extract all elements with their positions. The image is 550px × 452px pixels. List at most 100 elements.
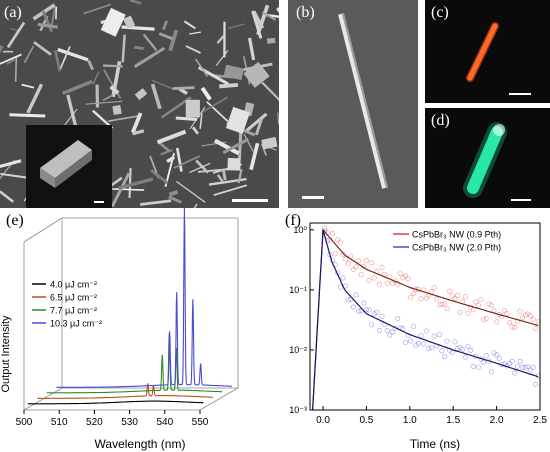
x-tick-label: 2.0 <box>490 415 504 426</box>
panel-b-nanowire-image: (b) <box>288 0 418 208</box>
data-point <box>486 301 492 307</box>
inset-crystal <box>40 140 92 178</box>
data-point <box>530 316 536 322</box>
data-point <box>332 251 338 257</box>
data-point <box>358 272 364 278</box>
x-tick-label: 540 <box>156 417 173 428</box>
data-point <box>514 363 520 369</box>
data-point <box>345 260 351 266</box>
data-point <box>343 256 349 262</box>
data-point <box>340 251 346 257</box>
legend-label: CsPbBr₃ NW (2.0 Pth) <box>412 243 501 253</box>
data-point <box>512 324 518 330</box>
data-point <box>475 364 481 370</box>
data-point <box>413 286 419 292</box>
data-point <box>366 307 372 313</box>
x-tick-label: 1.5 <box>446 415 460 426</box>
data-point <box>353 264 359 270</box>
data-point <box>400 275 406 281</box>
data-point <box>363 307 369 313</box>
data-point <box>350 266 356 272</box>
plot-frame <box>309 222 541 411</box>
panel-label: (c) <box>431 4 449 21</box>
data-point <box>509 358 515 364</box>
x-tick-label: 0.5 <box>359 415 373 426</box>
x-tick-label: 2.5 <box>533 415 547 426</box>
x-tick-label: 510 <box>51 417 68 428</box>
data-point <box>457 345 463 351</box>
data-point <box>488 369 494 375</box>
data-point <box>361 300 367 306</box>
nanowire <box>338 13 388 189</box>
data-point <box>439 348 445 354</box>
data-point <box>520 315 526 321</box>
data-point <box>384 280 390 286</box>
data-point <box>353 292 359 298</box>
dark-background <box>425 0 550 103</box>
data-point <box>390 329 396 335</box>
inset-scale-bar <box>94 201 104 203</box>
data-point <box>444 338 450 344</box>
scale-bar <box>232 199 268 202</box>
data-point <box>452 295 458 301</box>
fit-line-0 <box>312 228 539 411</box>
data-point <box>408 294 414 300</box>
data-point <box>395 316 401 322</box>
data-point <box>522 312 528 318</box>
spectrum-line-1 <box>37 383 213 399</box>
data-point <box>449 293 455 299</box>
data-point <box>403 339 409 345</box>
data-point <box>322 225 328 231</box>
data-point <box>501 308 507 314</box>
data-point <box>444 306 450 312</box>
data-point <box>324 238 330 244</box>
x-tick-label: 530 <box>121 417 138 428</box>
data-point <box>397 271 403 277</box>
scale-bar <box>509 93 531 95</box>
data-point <box>371 275 377 281</box>
data-point <box>405 276 411 282</box>
data-point <box>483 316 489 322</box>
data-point <box>431 333 437 339</box>
data-point <box>494 319 500 325</box>
data-point <box>384 328 390 334</box>
x-tick-label: 1.0 <box>403 415 417 426</box>
data-point <box>478 297 484 303</box>
data-point <box>335 237 341 243</box>
data-point <box>369 260 375 266</box>
panel-label: (b) <box>296 4 315 21</box>
y-tick-label: 10⁻² <box>289 345 307 355</box>
data-point <box>452 339 458 345</box>
data-point <box>421 341 427 347</box>
legend-label: CsPbBr₃ NW (0.9 Pth) <box>412 230 501 240</box>
data-point <box>475 302 481 308</box>
data-point <box>363 257 369 263</box>
legend-label: 7.7 μJ cm⁻² <box>50 306 97 316</box>
data-point <box>369 322 375 328</box>
data-point <box>481 359 487 365</box>
x-tick-label: 520 <box>86 417 103 428</box>
data-point <box>488 302 494 308</box>
data-point <box>504 311 510 317</box>
emitting-nanowire <box>467 23 498 81</box>
spectrum-line-0 <box>27 400 204 405</box>
data-point <box>418 296 424 302</box>
data-point <box>387 332 393 338</box>
data-point <box>337 284 343 290</box>
data-point <box>374 309 380 315</box>
data-point <box>525 364 531 370</box>
sem-crystals-image <box>0 0 279 208</box>
data-point <box>520 364 526 370</box>
data-point <box>426 346 432 352</box>
panel-label: (d) <box>431 112 450 129</box>
data-point <box>379 265 385 271</box>
data-point <box>436 332 442 338</box>
y-tick-label: 10⁰ <box>293 225 307 235</box>
x-tick-label: 0.0 <box>316 415 330 426</box>
data-point <box>416 340 422 346</box>
data-point <box>530 364 536 370</box>
data-point <box>509 324 515 330</box>
data-point <box>366 278 372 284</box>
data-point <box>376 328 382 334</box>
data-point <box>457 309 463 315</box>
